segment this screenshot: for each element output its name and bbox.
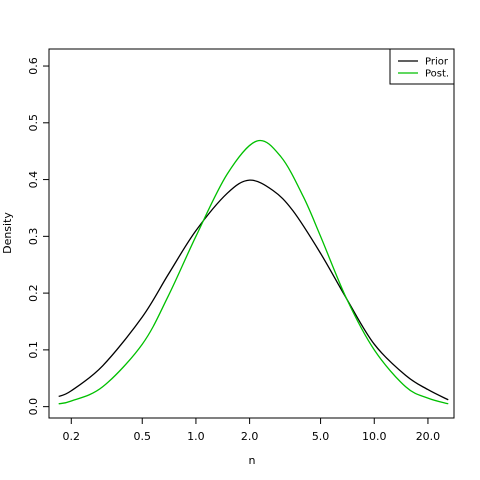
- y-tick-label: 0.1: [27, 341, 40, 359]
- curves: [58, 139, 449, 405]
- y-tick-label: 0.2: [27, 284, 40, 302]
- x-axis-label: n: [249, 454, 256, 467]
- x-tick-label: 2.0: [241, 430, 259, 443]
- x-axis: 0.2 0.5 1.0 2.0 5.0 10.0 20.0: [63, 418, 441, 443]
- y-tick-label: 0.0: [27, 398, 40, 416]
- x-tick-label: 10.0: [362, 430, 387, 443]
- legend-label-posterior: Post.: [425, 69, 449, 80]
- legend: Prior Post.: [389, 48, 455, 85]
- y-tick-label: 0.4: [27, 171, 40, 189]
- y-tick-label: 0.5: [27, 114, 40, 132]
- plot-frame: [48, 48, 455, 419]
- x-tick-label: 0.2: [63, 430, 81, 443]
- y-axis-label: Density: [1, 212, 14, 254]
- y-tick-label: 0.3: [27, 228, 40, 246]
- posterior-curve: [58, 139, 449, 405]
- prior-curve: [58, 179, 449, 401]
- x-tick-label: 0.5: [133, 430, 151, 443]
- x-tick-label: 1.0: [187, 430, 205, 443]
- x-tick-label: 20.0: [416, 430, 441, 443]
- y-tick-label: 0.6: [27, 57, 40, 75]
- y-axis: 0.0 0.1 0.2 0.3 0.4 0.5 0.6: [27, 57, 49, 415]
- legend-label-prior: Prior: [425, 57, 449, 68]
- x-tick-label: 5.0: [312, 430, 330, 443]
- legend-box: [389, 48, 455, 85]
